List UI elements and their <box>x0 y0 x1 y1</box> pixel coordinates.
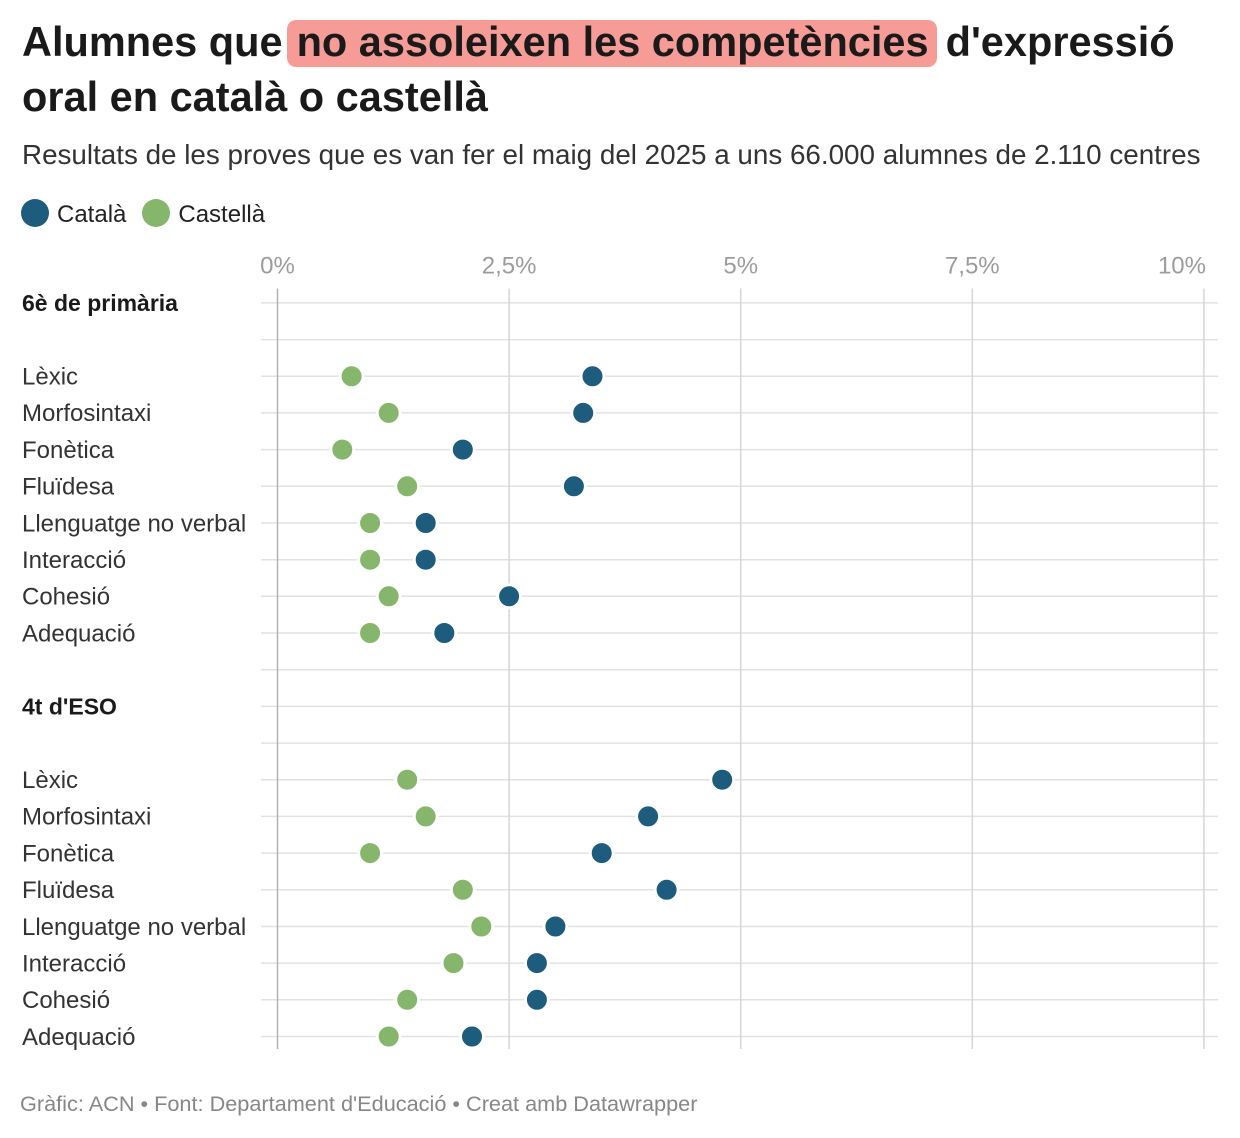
svg-text:Lèxic: Lèxic <box>22 767 78 794</box>
svg-text:Adequació: Adequació <box>22 1024 135 1051</box>
svg-text:Lèxic: Lèxic <box>22 364 78 391</box>
svg-text:Cohesió: Cohesió <box>22 987 110 1014</box>
svg-text:Interacció: Interacció <box>22 950 126 977</box>
svg-text:Llenguatge no verbal: Llenguatge no verbal <box>22 914 246 941</box>
svg-text:6è de primària: 6è de primària <box>22 290 178 316</box>
svg-text:Fonètica: Fonètica <box>22 437 115 464</box>
svg-text:Fluïdesa: Fluïdesa <box>22 474 115 501</box>
svg-text:Morfosintaxi: Morfosintaxi <box>22 400 151 427</box>
svg-text:Adequació: Adequació <box>22 620 135 647</box>
svg-text:Fonètica: Fonètica <box>22 840 115 867</box>
svg-text:Cohesió: Cohesió <box>22 584 110 611</box>
svg-text:Interacció: Interacció <box>22 547 126 574</box>
svg-text:4t d'ESO: 4t d'ESO <box>22 694 117 720</box>
svg-text:10%: 10% <box>1158 253 1206 280</box>
svg-text:5%: 5% <box>723 253 758 280</box>
svg-text:2,5%: 2,5% <box>482 253 537 280</box>
svg-text:0%: 0% <box>260 253 295 280</box>
svg-text:Fluïdesa: Fluïdesa <box>22 877 115 904</box>
svg-text:Morfosintaxi: Morfosintaxi <box>22 804 151 831</box>
svg-text:Llenguatge no verbal: Llenguatge no verbal <box>22 510 246 537</box>
svg-text:7,5%: 7,5% <box>945 253 1000 280</box>
